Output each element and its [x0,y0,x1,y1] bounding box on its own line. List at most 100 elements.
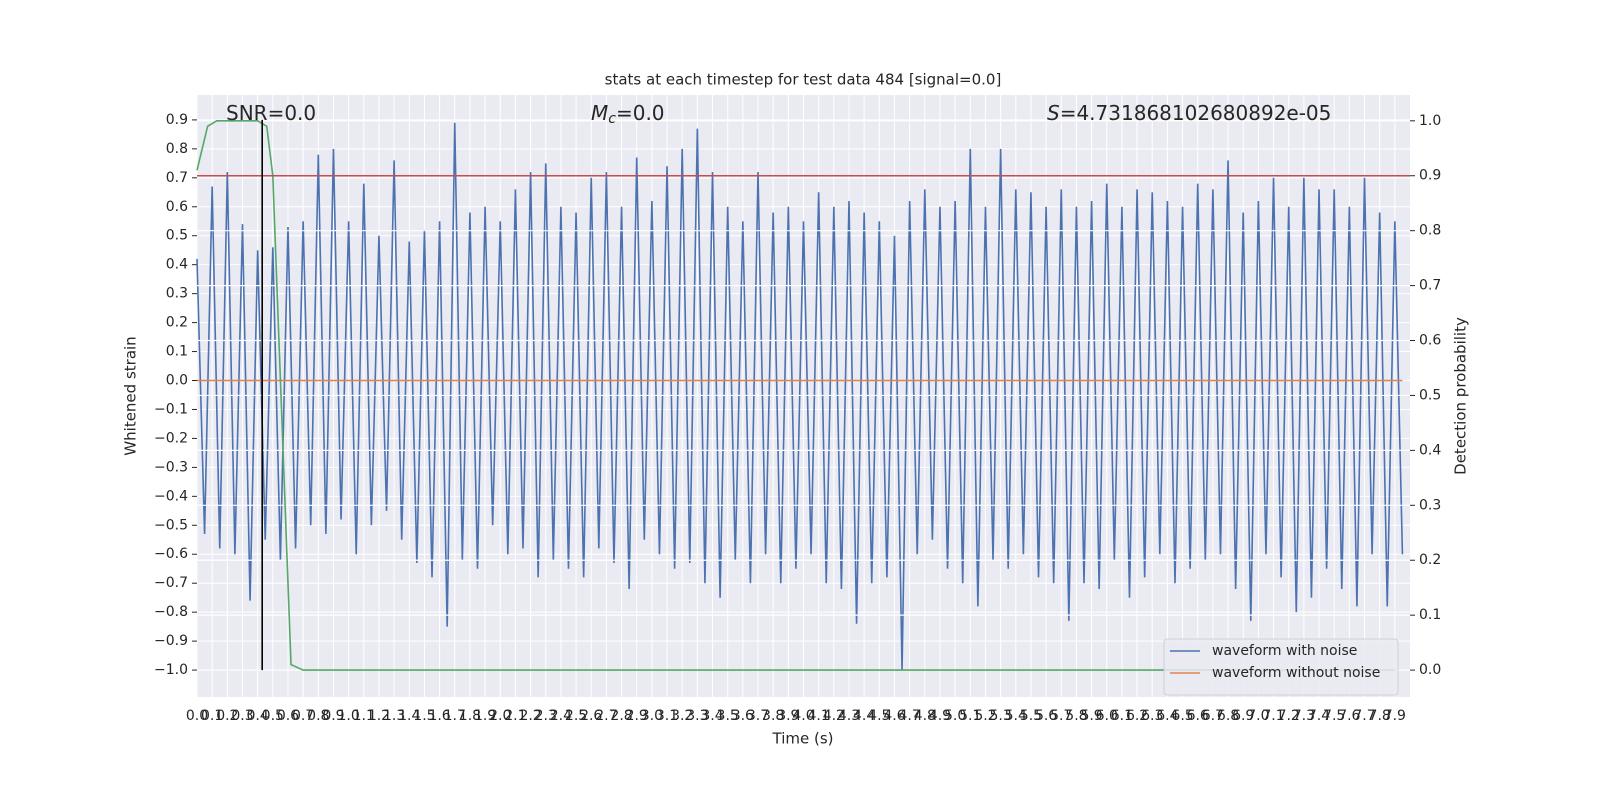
x-tick-label: 6.7 [1202,708,1224,724]
y-tick-label: −0.5 [154,517,188,533]
x-tick-label: 3.4 [701,708,723,724]
x-tick-label: 2.8 [610,708,632,724]
x-tick-label: 4.6 [883,708,905,724]
x-tick-label: 3.3 [686,708,708,724]
x-tick-label: 4.9 [929,708,951,724]
x-tick-label: 2.1 [504,708,526,724]
y2-tick-label: 0.5 [1419,387,1441,403]
legend-label: waveform without noise [1212,665,1380,681]
x-tick-label: 2.5 [565,708,587,724]
x-tick-label: 7.1 [1262,708,1284,724]
y2-tick-label: 0.8 [1419,223,1441,239]
y-tick-label: 0.9 [166,112,188,128]
y-tick-label: 0.5 [166,228,188,244]
x-tick-label: 6.3 [1141,708,1163,724]
y2-tick-label: 1.0 [1419,113,1441,129]
x-tick-label: 0.8 [307,708,329,724]
x-tick-label: 3.5 [717,708,739,724]
x-tick-label: 6.5 [1171,708,1193,724]
y-tick-label: 0.6 [166,199,188,215]
x-tick-label: 2.2 [519,708,541,724]
x-tick-label: 7.7 [1353,708,1375,724]
x-tick-label: 5.5 [1020,708,1042,724]
x-tick-label: 4.4 [853,708,875,724]
x-tick-label: 2.3 [535,708,557,724]
y-tick-label: 0.0 [166,373,188,389]
x-tick-label: 6.2 [1126,708,1148,724]
x-tick-label: 7.4 [1308,708,1330,724]
x-tick-label: 5.9 [1080,708,1102,724]
x-tick-label: 7.8 [1369,708,1391,724]
y-tick-label: −0.9 [154,633,188,649]
x-tick-label: 2.6 [580,708,602,724]
x-tick-label: 1.8 [459,708,481,724]
series-line [196,120,1395,671]
x-tick-label: 0.0 [186,708,208,724]
x-tick-label: 0.2 [216,708,238,724]
legend: waveform with noise waveform without nois… [1163,638,1399,696]
y2-tick-label: 0.6 [1419,333,1441,349]
x-tick-label: 1.1 [353,708,375,724]
y2-tick-label: 0.3 [1419,497,1441,513]
y-tick-label: −0.6 [154,546,188,562]
x-axis-label: Time (s) [772,730,834,748]
annotation-part: S [1047,101,1060,125]
x-tick-label: 7.2 [1278,708,1300,724]
x-tick-label: 3.1 [656,708,678,724]
x-tick-label: 5.3 [989,708,1011,724]
x-tick-label: 0.5 [262,708,284,724]
y2-axis-label: Detection probability [1452,317,1470,475]
y-tick-label: −0.7 [154,575,188,591]
y-tick-label: −0.1 [154,401,188,417]
legend-box [1163,638,1399,696]
y2-tick-label: 0.0 [1419,662,1441,678]
x-tick-label: 5.8 [1065,708,1087,724]
x-tick-label: 0.6 [277,708,299,724]
x-tick-label: 4.1 [808,708,830,724]
y-tick-label: 0.4 [166,257,188,273]
y-tick-label: 0.1 [166,344,188,360]
x-tick-label: 6.8 [1217,708,1239,724]
legend-label: waveform with noise [1212,643,1357,659]
x-tick-label: 1.6 [428,708,450,724]
x-tick-label: 2.4 [550,708,572,724]
x-tick-label: 6.1 [1111,708,1133,724]
x-tick-label: 2.7 [595,708,617,724]
x-tick-label: 3.8 [762,708,784,724]
annotation-part: =4.731868102680892e-05 [1060,101,1332,125]
y2-tick-label: 0.2 [1419,552,1441,568]
x-tick-label: 3.7 [747,708,769,724]
x-tick-label: 2.0 [489,708,511,724]
y-tick-label: 0.2 [166,315,188,331]
x-tick-label: 7.6 [1338,708,1360,724]
y-tick-label: 0.3 [166,286,188,302]
x-tick-label: 0.1 [201,708,223,724]
x-tick-label: 7.0 [1247,708,1269,724]
x-tick-label: 4.3 [838,708,860,724]
y-tick-label: 0.8 [166,141,188,157]
x-tick-label: 6.6 [1187,708,1209,724]
x-tick-label: 7.3 [1293,708,1315,724]
y-tick-label: −0.8 [154,604,188,620]
y-tick-label: 0.7 [166,170,188,186]
x-tick-label: 4.5 [868,708,890,724]
x-tick-label: 4.8 [914,708,936,724]
x-tick-label: 2.9 [626,708,648,724]
x-tick-label: 5.4 [1005,708,1027,724]
y-tick-label: −1.0 [154,662,188,678]
x-tick-label: 6.4 [1156,708,1178,724]
x-tick-label: 6.0 [1096,708,1118,724]
x-tick-label: 3.6 [732,708,754,724]
y-tick-label: −0.2 [154,430,188,446]
x-tick-label: 6.9 [1232,708,1254,724]
x-tick-label: 3.2 [671,708,693,724]
x-tick-label: 1.4 [398,708,420,724]
y2-tick-label: 0.7 [1419,278,1441,294]
x-tick-label: 0.7 [292,708,314,724]
annotation: SNR=0.0 [226,101,316,125]
annotation: S=4.731868102680892e-05 [1047,101,1331,125]
y2-tick-label: 0.9 [1419,168,1441,184]
x-tick-label: 1.0 [337,708,359,724]
